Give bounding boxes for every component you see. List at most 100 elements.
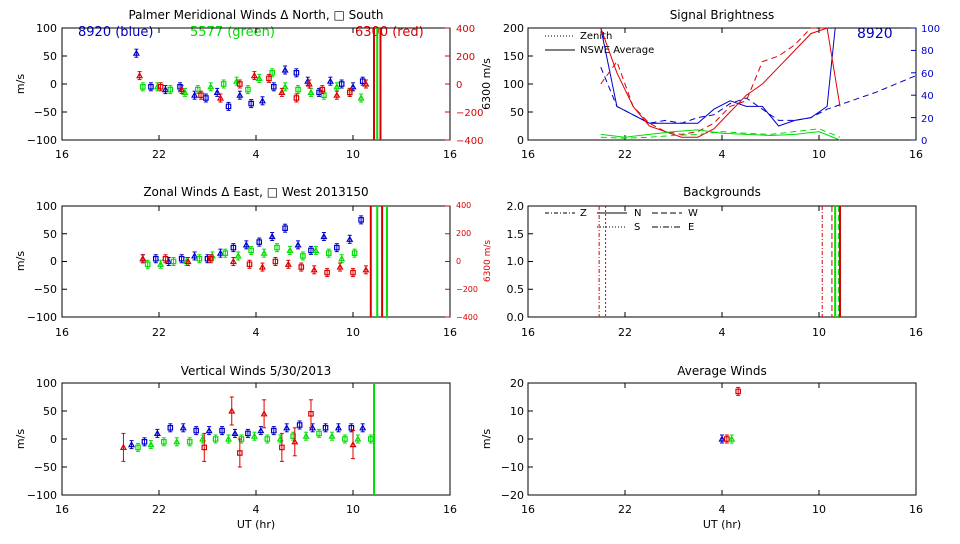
meridional-data-point [326,77,334,84]
meridional-ylabel: m/s [14,74,27,94]
vertical-title: Vertical Winds 5/30/2013 [181,364,332,378]
meridional-data-point [266,75,272,82]
meridional-xtick: 16 [55,148,69,161]
zonal-data-point [222,250,229,256]
meridional-green-label: 5577 (green) [190,25,275,40]
brightness-ytick: 100 [503,78,524,91]
meridional-data-point [198,92,204,99]
vertical-data-point [245,430,251,437]
vertical-data-point [260,410,268,417]
meridional-data-point [195,86,201,93]
backgrounds-ytick: 0.0 [507,311,525,324]
vertical-data-point [302,432,310,439]
panel-zonal: Zonal Winds Δ East, □ West 2013150 m/s 6… [14,185,493,339]
brightness-y2tick: 0 [921,136,927,147]
meridional-ytick: −100 [27,134,57,147]
vertical-data-point [167,425,174,431]
meridional-y2ticks: 400 200 0 −200 −400 [456,24,483,147]
panel-meridional: Palmer Meridional Winds Δ North, □ South… [14,8,493,161]
brightness-y2tick: 60 [921,69,934,80]
average-ytick: −20 [501,489,524,502]
panel-backgrounds: Backgrounds Z N W S E 16 22 4 10 16 2.0 … [507,185,924,339]
zonal-data-point [284,260,292,267]
zonal-data-point [170,258,177,265]
average-xtick: 22 [618,503,632,516]
meridional-ytick: 100 [36,22,57,35]
brightness-y2tick: 80 [921,46,934,57]
average-ytick: 20 [510,377,524,390]
meridional-xtick: 10 [346,148,360,161]
zonal-data-point [325,250,332,256]
meridional-data-point [167,86,174,93]
meridional-data-point [220,81,227,87]
meridional-data-point [203,95,209,101]
vertical-data-point [228,407,236,414]
vertical-data-point [161,439,167,445]
backgrounds-xtick: 16 [909,326,923,339]
meridional-data-point [281,66,289,73]
vertical-ytick: 100 [36,377,57,390]
vertical-data-point [264,436,271,442]
average-xtick: 16 [521,503,535,516]
zonal-y2tick: 400 [456,201,471,210]
meridional-data-point [245,86,251,93]
brightness-ytick: 50 [510,106,524,119]
zonal-data-point [286,246,294,253]
meridional-data-point [281,83,289,90]
meridional-data-point [321,92,327,99]
chart-marks [61,27,917,496]
vertical-xtick: 16 [443,503,457,516]
meridional-data-point [293,95,300,101]
zonal-yticks: 100 50 0 −50 −100 [27,200,57,324]
meridional-yticks: 100 50 0 −50 −100 [27,22,57,147]
vertical-data-point [201,444,208,451]
meridional-data-point [216,94,224,101]
zonal-ytick: −100 [27,311,57,324]
average-ytick: 0 [517,433,524,446]
legend-e-label: E [688,222,694,233]
zonal-data-point [310,266,318,273]
zonal-data-point [207,255,214,262]
backgrounds-ytick: 2.0 [507,200,525,213]
vertical-xlabel: UT (hr) [237,518,275,531]
meridional-data-point [225,103,232,110]
vertical-data-point [119,443,127,450]
brightness-ytick: 0 [517,134,524,147]
zonal-xtick: 16 [443,326,457,339]
zonal-data-point [336,263,344,270]
meridional-data-point [140,83,146,90]
vertical-data-point [153,429,161,436]
meridional-data-point [161,85,169,93]
zonal-ytick: 100 [36,200,57,213]
meridional-data-point [305,80,313,87]
meridional-xtick: 16 [443,148,457,161]
meridional-data-point [258,97,266,104]
backgrounds-xtick: 10 [812,326,826,339]
brightness-ytick: 150 [503,50,524,63]
zonal-data-point [246,261,253,268]
zonal-data-point [230,244,237,251]
meridional-data-point [349,83,357,90]
brightness-channel-label: 8920 [857,26,893,42]
zonal-y2tick: −200 [456,285,478,294]
vertical-data-point [193,427,199,434]
zonal-y2ticks: 400 200 0 −200 −400 [456,201,478,322]
vertical-data-point [334,424,342,431]
meridional-data-point [237,81,243,87]
vertical-data-point [231,429,239,436]
zonal-xticks: 16 22 4 10 16 [55,326,457,339]
vertical-data-point [359,424,367,431]
brightness-ytick: 200 [503,22,524,35]
vertical-xtick: 10 [346,503,360,516]
zonal-data-point [338,254,346,262]
legend-s-label: S [634,222,640,233]
zonal-data-point [308,247,314,254]
vertical-data-point [290,433,296,440]
brightness-y2tick: 20 [921,114,934,125]
brightness-series-line [600,27,836,127]
vertical-data-point [316,430,322,437]
meridional-xticks: 16 22 4 10 16 [55,148,457,161]
backgrounds-xticks: 16 22 4 10 16 [521,326,923,339]
vertical-data-point [348,425,355,431]
